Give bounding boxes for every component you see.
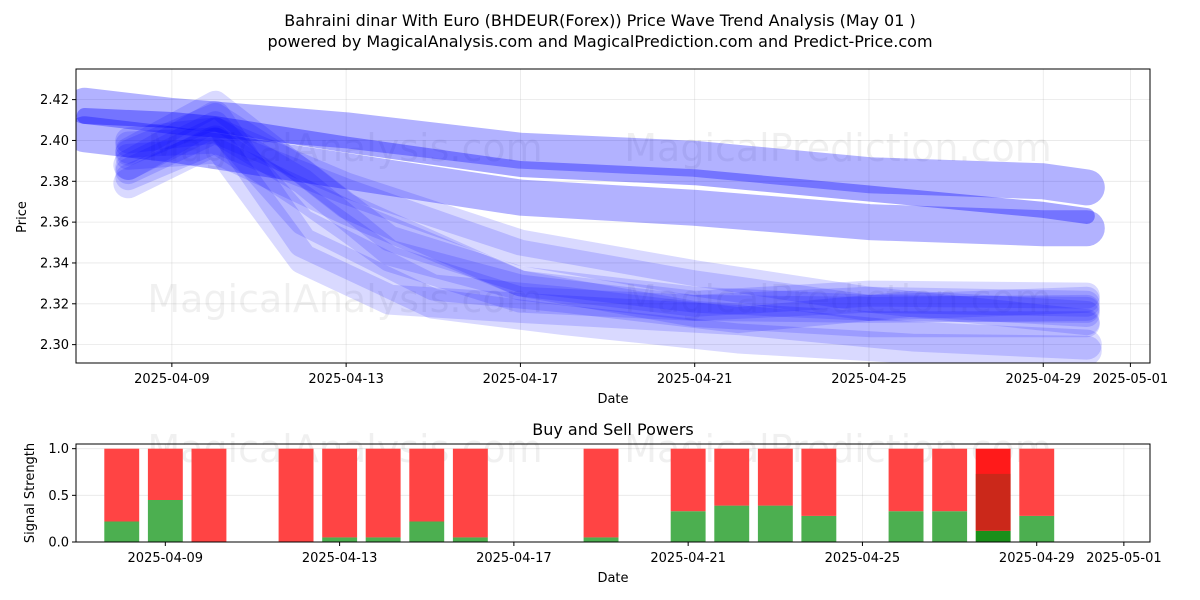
- sell-bar-3: [278, 448, 314, 542]
- signal-x-tick-label-2: 2025-04-17: [476, 551, 552, 566]
- signal-y-axis-label: Signal Strength: [23, 443, 38, 543]
- price-y-axis-label: Price: [15, 201, 30, 233]
- buy-bar-11: [757, 505, 793, 542]
- price-plot-frame: [75, 68, 1151, 364]
- signal-y-tick-label-1: 0.5: [48, 489, 69, 504]
- buy-bar-10: [714, 505, 750, 542]
- price-x-ticks: 2025-04-09 2025-04-13 2025-04-17 2025-04-21…: [134, 363, 1168, 387]
- watermark-magical-prediction-top: MagicalPrediction.com: [624, 126, 1052, 170]
- signal-x-tick-label-0: 2025-04-09: [128, 551, 204, 566]
- price-y-tick-label-2: 2.34: [40, 256, 69, 271]
- price-wave-series: [76, 87, 1105, 363]
- sell-bar-6: [409, 448, 445, 522]
- signal-plot-frame: [75, 443, 1151, 543]
- wave-series-7: [115, 127, 1100, 321]
- sell-bar-13: [888, 448, 924, 512]
- buy-bar-12: [801, 515, 837, 542]
- overlay-bar-15: [975, 473, 1011, 531]
- wave-series-10: [113, 101, 1102, 363]
- price-x-tick-label-6: 2025-05-01: [1093, 372, 1169, 387]
- sell-bar-2: [191, 448, 227, 542]
- sell-bar-16: [1019, 448, 1055, 516]
- signal-y-ticks: 0.0 0.5 1.0: [48, 442, 76, 551]
- buy-bar-14: [932, 511, 968, 542]
- buy-sell-panel: Buy and Sell Powers MagicalAnalysis.com …: [23, 420, 1162, 586]
- price-y-tick-label-6: 2.42: [40, 93, 69, 108]
- chart-title-line1: Bahraini dinar With Euro (BHDEUR(Forex))…: [284, 11, 916, 30]
- price-y-tick-label-5: 2.40: [40, 134, 69, 149]
- buy-bar-1: [147, 500, 183, 542]
- buy-bar-8: [583, 537, 619, 542]
- watermark-magical-prediction-mid: MagicalPrediction.com: [624, 277, 1052, 321]
- wave-series-1: [76, 116, 1105, 247]
- sell-bar-15: [975, 448, 1011, 531]
- buy-bar-4: [322, 537, 358, 542]
- price-x-tick-label-2: 2025-04-17: [483, 372, 559, 387]
- price-x-tick-label-3: 2025-04-21: [657, 372, 733, 387]
- price-x-axis-label: Date: [597, 392, 628, 407]
- sell-bar-5: [365, 448, 401, 538]
- signal-y-tick-label-0: 0.0: [48, 536, 69, 551]
- wave-series-0: [76, 87, 1105, 206]
- wave-series-4: [115, 127, 1100, 321]
- chart-title-line2: powered by MagicalAnalysis.com and Magic…: [267, 32, 932, 51]
- buy-bar-5: [365, 537, 401, 542]
- buy-bar-16: [1019, 515, 1055, 542]
- buy-sell-title: Buy and Sell Powers: [532, 420, 694, 439]
- buy-bar-13: [888, 511, 924, 542]
- signal-x-tick-label-6: 2025-05-01: [1086, 551, 1162, 566]
- price-grid: [76, 69, 1150, 363]
- buy-bar-7: [452, 537, 488, 542]
- sell-bar-4: [322, 448, 358, 538]
- buy-bar-15: [975, 530, 1011, 542]
- buy-bar-6: [409, 521, 445, 542]
- price-x-tick-label-4: 2025-04-25: [831, 372, 907, 387]
- wave-series-3: [115, 117, 1100, 323]
- buy-bar-9: [670, 511, 706, 542]
- sell-bar-10: [714, 448, 750, 506]
- price-x-tick-label-1: 2025-04-13: [308, 372, 384, 387]
- price-wave-panel: MagicalAnalysis.com MagicalPrediction.co…: [15, 68, 1168, 407]
- signal-x-tick-label-3: 2025-04-21: [650, 551, 726, 566]
- signal-x-axis-label: Date: [597, 571, 628, 586]
- sell-bar-14: [932, 448, 968, 512]
- signal-x-tick-label-1: 2025-04-13: [302, 551, 378, 566]
- wave-series-11: [115, 90, 1100, 338]
- price-x-tick-label-5: 2025-04-29: [1005, 372, 1081, 387]
- signal-bars: [104, 448, 1055, 542]
- signal-x-tick-label-5: 2025-04-29: [999, 551, 1075, 566]
- buy-bar-0: [104, 521, 140, 542]
- watermark-magical-analysis-mid: MagicalAnalysis.com: [147, 277, 542, 321]
- signal-y-tick-label-2: 1.0: [48, 442, 69, 457]
- wave-series-2: [76, 108, 1095, 224]
- price-watermarks: MagicalAnalysis.com MagicalPrediction.co…: [147, 126, 1051, 321]
- wave-series-5: [115, 103, 1100, 323]
- wave-series-9: [113, 125, 1102, 360]
- watermark-magical-analysis-top: MagicalAnalysis.com: [147, 126, 542, 170]
- sell-bar-0: [104, 448, 140, 522]
- sell-bar-12: [801, 448, 837, 516]
- price-x-tick-label-0: 2025-04-09: [134, 372, 210, 387]
- price-y-ticks: 2.30 2.32 2.34 2.36 2.38 2.40 2.42: [40, 93, 76, 353]
- signal-x-ticks: 2025-04-09 2025-04-13 2025-04-17 2025-04-21…: [128, 542, 1162, 566]
- sell-bar-8: [583, 448, 619, 538]
- sell-bar-7: [452, 448, 488, 538]
- sell-bar-11: [757, 448, 793, 506]
- price-y-tick-label-4: 2.38: [40, 175, 69, 190]
- sell-bar-1: [147, 448, 183, 500]
- wave-series-8: [115, 137, 1100, 317]
- sell-bar-9: [670, 448, 706, 512]
- price-y-tick-label-1: 2.32: [40, 297, 69, 312]
- wave-series-6: [115, 111, 1100, 334]
- price-y-tick-label-3: 2.36: [40, 216, 69, 231]
- wave-series-12: [115, 117, 1100, 336]
- signal-x-tick-label-4: 2025-04-25: [825, 551, 901, 566]
- price-y-tick-label-0: 2.30: [40, 338, 69, 353]
